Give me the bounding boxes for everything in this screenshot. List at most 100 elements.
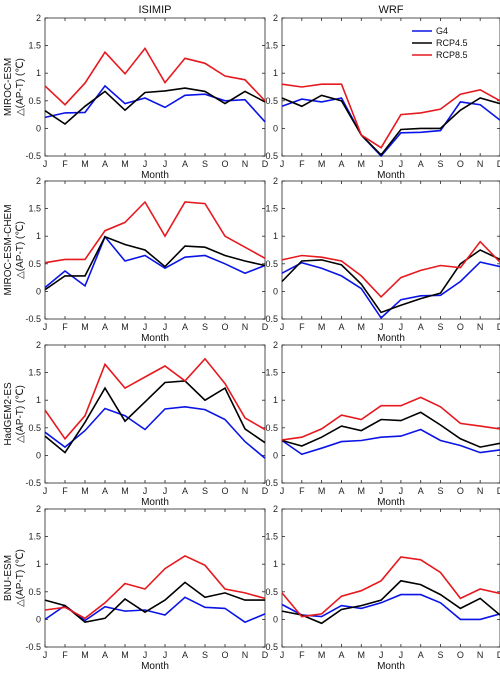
x-tick-label: J	[280, 322, 285, 332]
x-axis-label: Month	[141, 497, 169, 508]
y-tick-label: -0.5	[25, 478, 41, 488]
x-tick-label: J	[379, 650, 384, 660]
x-tick-label: D	[262, 322, 269, 332]
x-axis-label: Month	[377, 661, 405, 672]
x-tick-label: S	[438, 650, 444, 660]
y-tick-label: 1.5	[28, 41, 41, 51]
x-tick-label: A	[102, 486, 108, 496]
x-tick-label: D	[262, 650, 269, 660]
x-tick-label: D	[497, 486, 500, 496]
axes-frame	[44, 508, 266, 648]
axes-frame	[281, 17, 500, 157]
x-tick-label: O	[221, 650, 228, 660]
y-tick-label: 2	[36, 13, 41, 23]
row-label: BNU-ESM	[3, 555, 14, 601]
series-line-rcp45	[281, 411, 500, 448]
column-title-isimip: ISIMIP	[138, 4, 171, 16]
x-tick-label: J	[379, 322, 384, 332]
x-tick-label: M	[318, 486, 326, 496]
axes-frame	[281, 180, 500, 320]
x-tick-label: S	[202, 322, 208, 332]
x-tick-label: J	[163, 322, 168, 332]
y-axis-label: △(AP-T) (℃)	[15, 385, 26, 443]
x-axis-label: Month	[141, 661, 169, 672]
x-tick-label: S	[438, 322, 444, 332]
axes-frame	[44, 344, 266, 484]
x-tick-label: J	[280, 159, 285, 169]
y-tick-label: 1	[36, 68, 41, 78]
x-axis-label: Month	[377, 497, 405, 508]
y-tick-label: 1	[273, 559, 278, 569]
x-tick-label: J	[163, 159, 168, 169]
x-tick-label: D	[262, 159, 269, 169]
x-tick-label: O	[457, 650, 464, 660]
panel-bnu-esm-wrf: -0.5 0 0.5 1 1.5 2 J F M A M J J A S O N D Month	[262, 504, 500, 672]
y-tick-label: 1.5	[28, 204, 41, 214]
series-line-g4	[44, 235, 266, 289]
legend-entry: G4	[436, 26, 448, 36]
y-tick-label: 2	[273, 504, 278, 514]
x-tick-label: A	[418, 650, 424, 660]
axes-frame	[281, 508, 500, 648]
x-tick-label: J	[163, 486, 168, 496]
y-tick-label: 0	[36, 450, 41, 460]
y-tick-label: -0.5	[262, 478, 278, 488]
x-tick-label: O	[221, 486, 228, 496]
x-tick-label: M	[121, 159, 129, 169]
x-tick-label: A	[418, 322, 424, 332]
series-line-rcp85	[44, 554, 266, 620]
x-tick-label: N	[477, 159, 484, 169]
x-tick-label: A	[102, 650, 108, 660]
panel-miroc-esm-isimip: -0.5 0 0.5 1 1.5 2 J F M A M J J A S O N D Month MIROC-ESM △…	[3, 13, 269, 181]
x-tick-label: M	[358, 322, 366, 332]
x-tick-label: A	[102, 322, 108, 332]
panel-hadgem2-es-isimip: -0.5 0 0.5 1 1.5 2 J F M A M J J A S O N D Month HadGEM2-ES…	[3, 340, 269, 508]
x-tick-label: A	[418, 159, 424, 169]
x-tick-label: S	[202, 159, 208, 169]
x-tick-label: J	[143, 159, 148, 169]
x-tick-label: A	[182, 159, 188, 169]
y-tick-label: 1	[36, 559, 41, 569]
y-tick-label: 1.5	[265, 41, 278, 51]
x-tick-label: D	[262, 486, 269, 496]
y-tick-label: 2	[273, 340, 278, 350]
series-line-rcp85	[281, 240, 500, 299]
series-line-rcp45	[44, 581, 265, 624]
x-tick-label: J	[43, 159, 48, 169]
x-tick-label: M	[81, 322, 89, 332]
x-tick-label: M	[358, 650, 366, 660]
x-tick-label: F	[62, 322, 68, 332]
x-tick-label: J	[143, 322, 148, 332]
x-tick-label: J	[43, 322, 48, 332]
legend-entry: RCP8.5	[436, 50, 468, 60]
y-tick-label: 2	[36, 504, 41, 514]
panel-miroc-esm-chem-wrf: -0.5 0 0.5 1 1.5 2 J F M A M J J A S O N D Month	[262, 176, 500, 344]
x-tick-label: M	[81, 650, 89, 660]
x-tick-label: J	[143, 486, 148, 496]
y-tick-label: 0.5	[28, 96, 41, 106]
y-tick-label: 0	[36, 123, 41, 133]
x-tick-label: M	[81, 159, 89, 169]
row-label: MIROC-ESM-CHEM	[3, 204, 14, 295]
x-tick-label: N	[242, 159, 249, 169]
series-line-rcp45	[281, 94, 500, 157]
x-tick-label: N	[477, 650, 484, 660]
x-tick-label: N	[477, 486, 484, 496]
y-tick-label: 1	[273, 395, 278, 405]
x-tick-label: M	[318, 650, 326, 660]
x-tick-label: M	[318, 322, 326, 332]
x-tick-label: D	[497, 650, 500, 660]
axes-frame	[44, 17, 266, 157]
y-tick-label: 0.5	[265, 587, 278, 597]
x-tick-label: J	[379, 159, 384, 169]
x-tick-label: F	[62, 486, 68, 496]
legend-entry: RCP4.5	[436, 38, 468, 48]
series-line-g4	[281, 593, 500, 621]
series-line-g4	[281, 428, 500, 456]
series-line-rcp85	[44, 46, 266, 106]
y-tick-label: 1.5	[28, 532, 41, 542]
x-tick-label: M	[121, 650, 129, 660]
y-tick-label: 0	[273, 123, 278, 133]
x-tick-label: S	[202, 650, 208, 660]
x-tick-label: J	[399, 486, 404, 496]
